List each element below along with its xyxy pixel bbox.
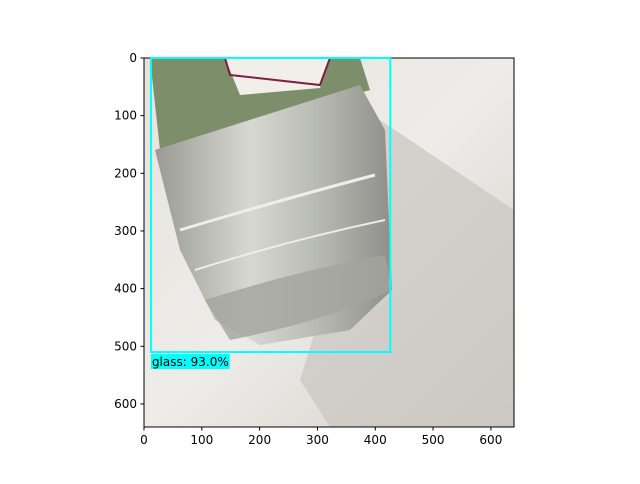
x-tick-label: 400: [364, 433, 387, 447]
detection-box: [149, 57, 392, 354]
y-tick-label: 0: [129, 51, 137, 65]
label-background: [150, 354, 230, 370]
x-tick-label: 600: [479, 433, 502, 447]
y-tick-label: 600: [114, 397, 137, 411]
y-tick-label: 500: [114, 339, 137, 353]
detection-label: glass: 93.0%: [152, 355, 229, 369]
y-tick-label: 200: [114, 166, 137, 180]
photo: [144, 58, 514, 427]
x-tick-label: 300: [306, 433, 329, 447]
y-tick-label: 300: [114, 224, 137, 238]
x-tick-label: 500: [422, 433, 445, 447]
y-tick-label: 100: [114, 109, 137, 123]
x-tick-label: 0: [140, 433, 148, 447]
y-tick-label: 400: [114, 282, 137, 296]
x-tick-label: 200: [248, 433, 271, 447]
x-tick-label: 100: [190, 433, 213, 447]
